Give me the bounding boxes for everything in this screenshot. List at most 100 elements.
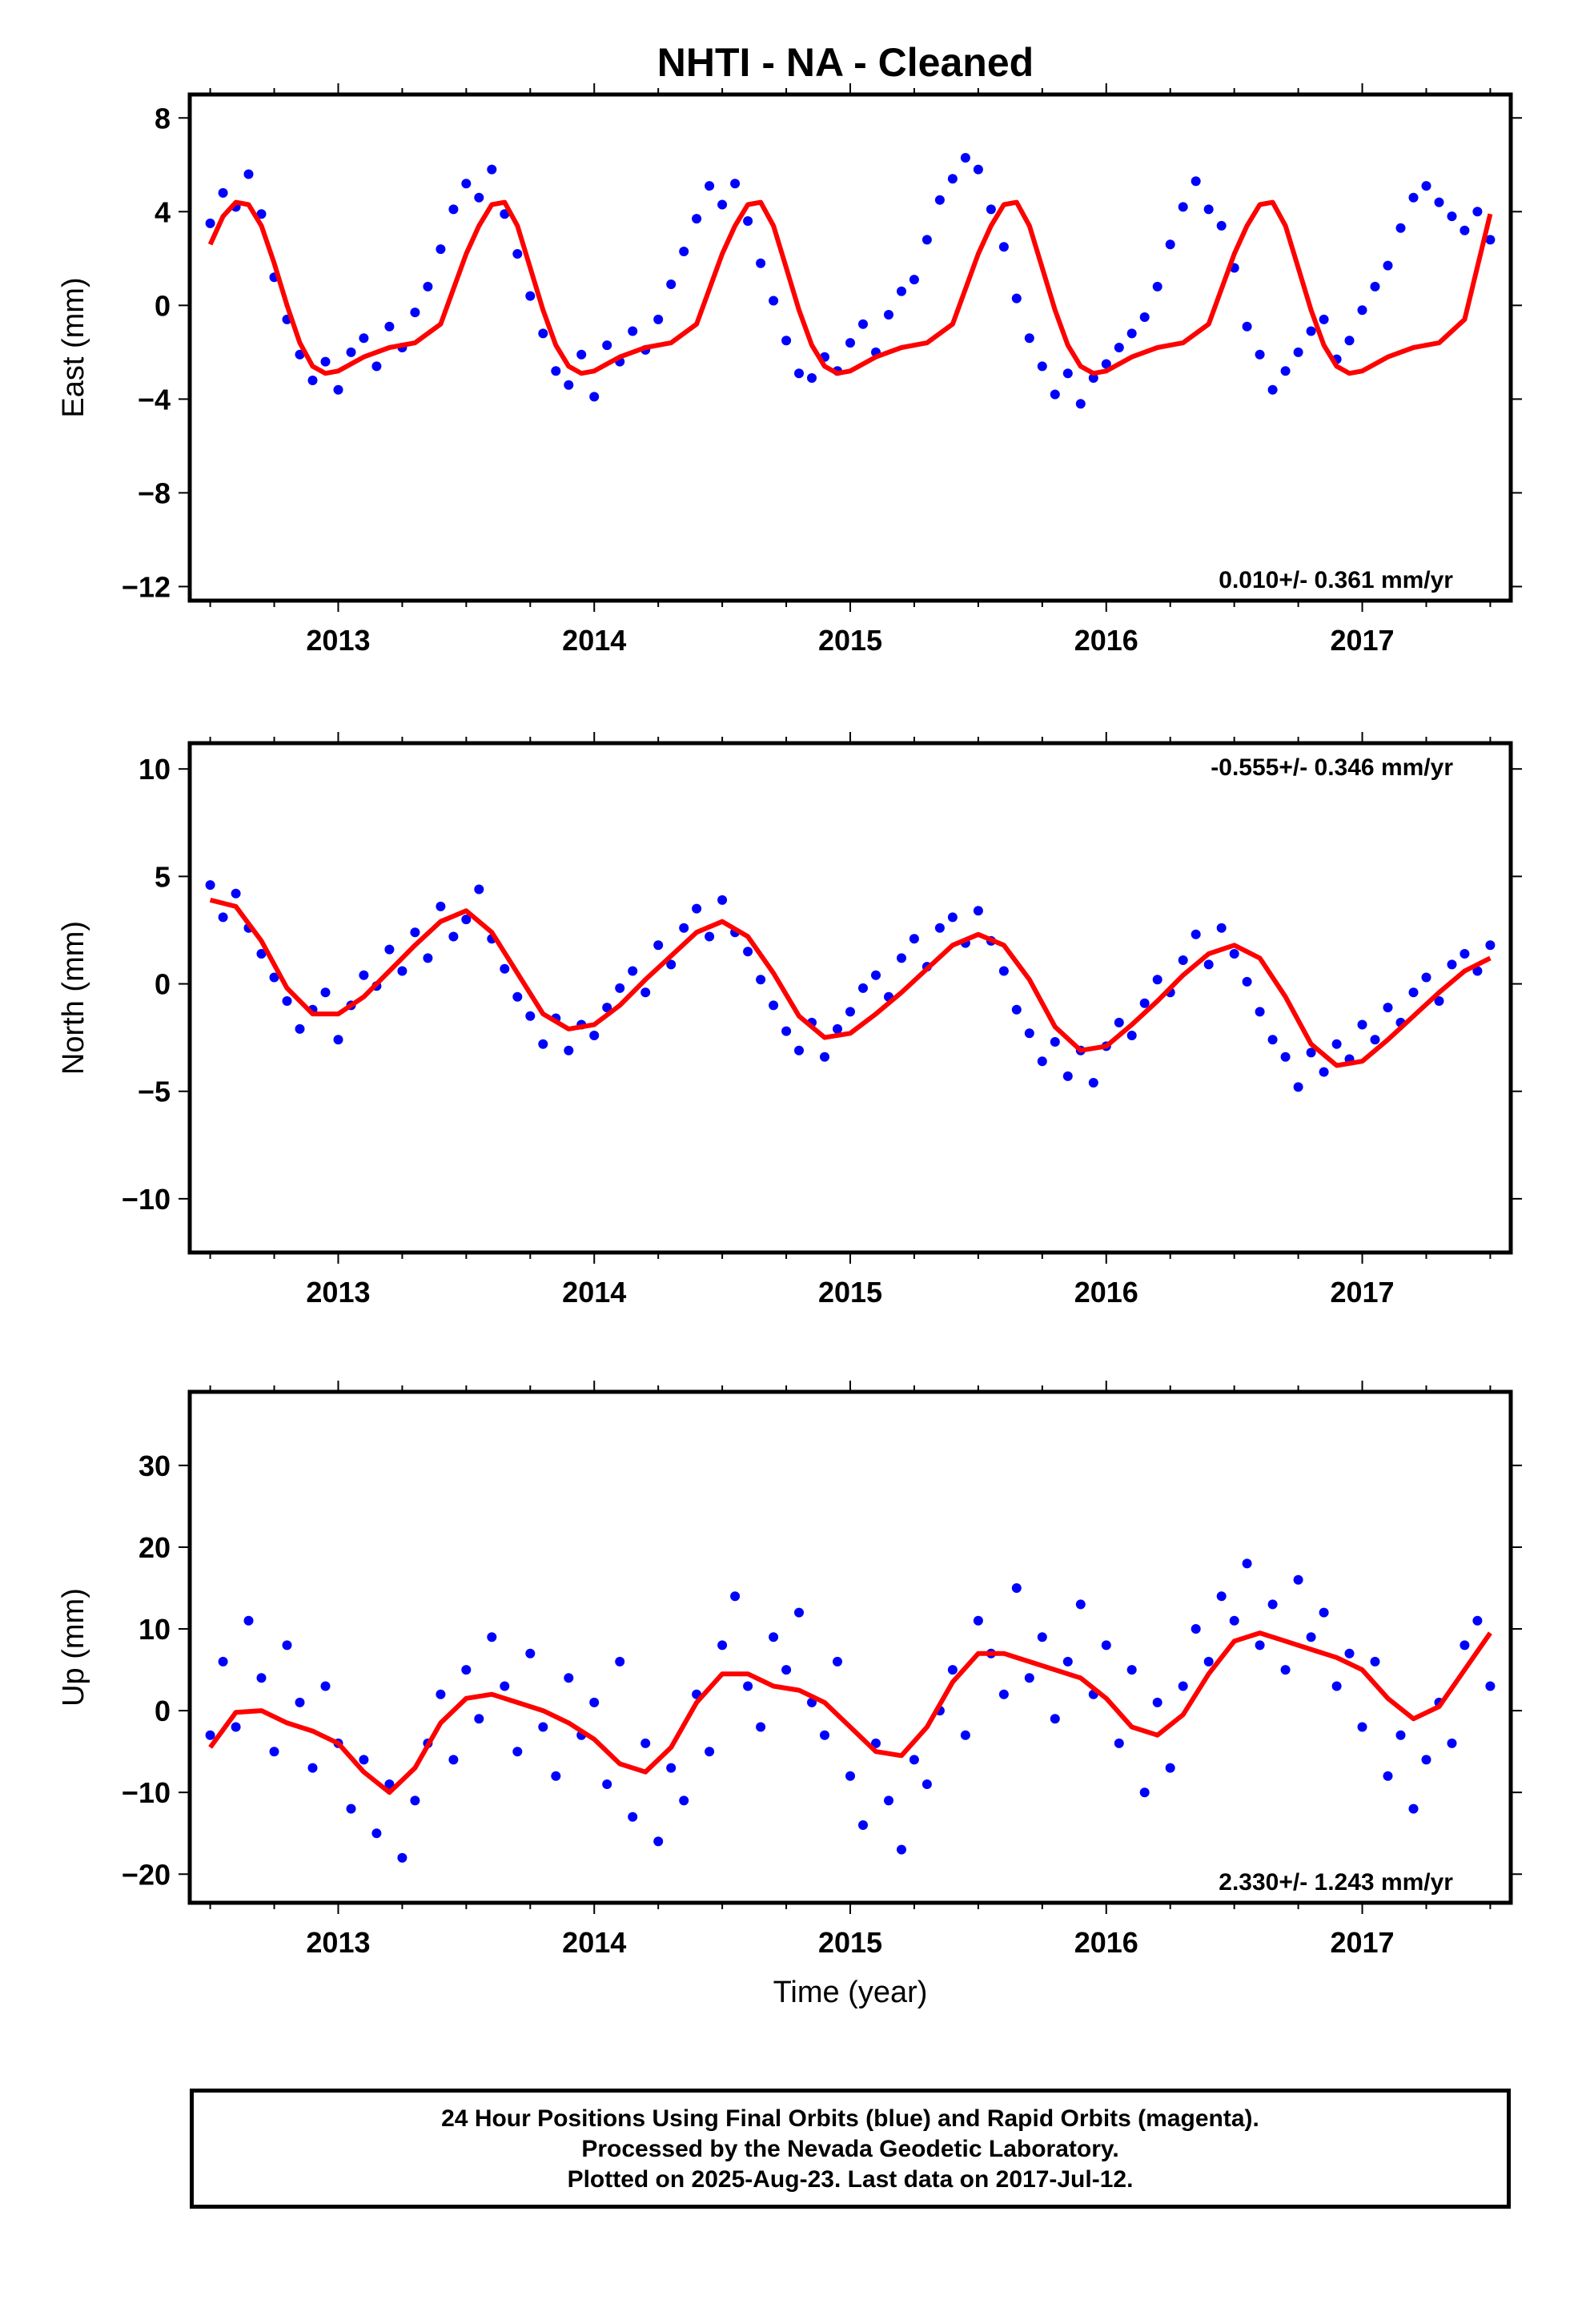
data-point bbox=[512, 1747, 523, 1757]
data-point bbox=[1434, 996, 1444, 1006]
data-point bbox=[538, 1722, 548, 1732]
data-point bbox=[781, 1026, 792, 1036]
data-point bbox=[1011, 1004, 1022, 1015]
data-point bbox=[1370, 1656, 1380, 1667]
data-point bbox=[295, 1023, 305, 1034]
data-point bbox=[410, 308, 420, 318]
data-point bbox=[705, 181, 715, 191]
data-point bbox=[461, 179, 472, 189]
data-point bbox=[666, 959, 677, 970]
data-point bbox=[1434, 197, 1444, 207]
data-point bbox=[346, 1803, 356, 1814]
data-point bbox=[615, 1656, 625, 1667]
data-point bbox=[1152, 1697, 1162, 1707]
data-point bbox=[1370, 1035, 1380, 1045]
data-point bbox=[628, 326, 638, 336]
data-point bbox=[410, 927, 420, 938]
data-point bbox=[602, 1003, 612, 1013]
data-point bbox=[1460, 1640, 1470, 1651]
data-point bbox=[410, 1795, 420, 1806]
data-point bbox=[897, 286, 906, 296]
data-point bbox=[897, 953, 906, 963]
data-point bbox=[436, 901, 446, 911]
data-point bbox=[474, 192, 484, 203]
data-point bbox=[205, 218, 215, 228]
data-point bbox=[1088, 373, 1098, 383]
data-point bbox=[1216, 220, 1227, 231]
data-point bbox=[858, 319, 868, 329]
data-point bbox=[794, 1607, 804, 1618]
data-point bbox=[858, 1820, 868, 1830]
data-point bbox=[909, 275, 919, 285]
data-point bbox=[692, 214, 702, 224]
y-tick-label: −12 bbox=[122, 570, 171, 603]
y-tick-label: 20 bbox=[139, 1531, 171, 1564]
data-point bbox=[1421, 972, 1431, 983]
data-point bbox=[295, 1697, 305, 1707]
data-point bbox=[769, 1000, 779, 1011]
data-point bbox=[1383, 1771, 1393, 1781]
y-tick-label: 4 bbox=[155, 195, 171, 228]
data-point bbox=[551, 1771, 561, 1781]
data-point bbox=[1126, 1031, 1137, 1040]
data-point bbox=[1331, 1039, 1342, 1049]
data-point bbox=[884, 310, 893, 320]
data-point bbox=[845, 338, 855, 348]
data-point bbox=[845, 1007, 855, 1017]
x-tick-label: 2016 bbox=[1074, 1926, 1138, 1959]
x-tick-label: 2015 bbox=[818, 1926, 882, 1959]
plot-area bbox=[205, 880, 1496, 1092]
data-point bbox=[998, 966, 1009, 976]
data-point bbox=[1062, 1656, 1073, 1667]
data-point bbox=[871, 970, 881, 980]
data-point bbox=[576, 349, 587, 360]
y-tick-label: 30 bbox=[139, 1449, 171, 1482]
y-tick-label: 10 bbox=[139, 1613, 171, 1646]
data-point bbox=[436, 244, 446, 255]
data-point bbox=[858, 983, 868, 993]
data-point bbox=[1383, 1003, 1393, 1013]
y-tick-label: −20 bbox=[122, 1858, 171, 1891]
data-point bbox=[1255, 349, 1265, 360]
data-point bbox=[525, 291, 536, 301]
data-point bbox=[512, 249, 523, 259]
data-point bbox=[1229, 949, 1239, 959]
data-point bbox=[960, 1730, 970, 1740]
data-point bbox=[1267, 1599, 1278, 1610]
x-tick-label: 2013 bbox=[306, 1276, 370, 1309]
data-point bbox=[640, 1738, 651, 1748]
data-point bbox=[1306, 326, 1316, 336]
data-point bbox=[218, 1656, 228, 1667]
data-point bbox=[384, 321, 395, 332]
data-point bbox=[628, 1811, 638, 1822]
fit-line bbox=[207, 199, 1493, 376]
data-point bbox=[628, 966, 638, 976]
data-point bbox=[589, 392, 600, 402]
data-point bbox=[717, 1640, 728, 1651]
data-point bbox=[1267, 384, 1278, 395]
data-point bbox=[794, 1045, 804, 1055]
data-point bbox=[1037, 1056, 1047, 1067]
footer-line-1: 24 Hour Positions Using Final Orbits (bl… bbox=[441, 2105, 1259, 2132]
data-point bbox=[1037, 1632, 1047, 1642]
data-point bbox=[653, 1836, 664, 1847]
data-point bbox=[1319, 1607, 1329, 1618]
data-point bbox=[487, 1632, 497, 1642]
data-point bbox=[1075, 1599, 1086, 1610]
data-point bbox=[1139, 312, 1150, 322]
data-point bbox=[1178, 202, 1188, 212]
plot-area bbox=[205, 1558, 1496, 1863]
data-point bbox=[602, 340, 612, 351]
y-tick-label: 10 bbox=[139, 753, 171, 786]
rate-label: 0.010+/- 0.361 mm/yr bbox=[1219, 567, 1453, 593]
data-point bbox=[1280, 366, 1291, 376]
data-point bbox=[743, 947, 753, 957]
data-point bbox=[269, 972, 279, 983]
y-tick-label: 5 bbox=[155, 860, 171, 893]
data-point bbox=[743, 216, 753, 226]
data-point bbox=[1062, 1071, 1073, 1081]
data-point bbox=[1383, 260, 1393, 271]
x-tick-label: 2017 bbox=[1330, 1926, 1394, 1959]
data-point bbox=[1485, 235, 1496, 245]
data-point bbox=[551, 366, 561, 376]
